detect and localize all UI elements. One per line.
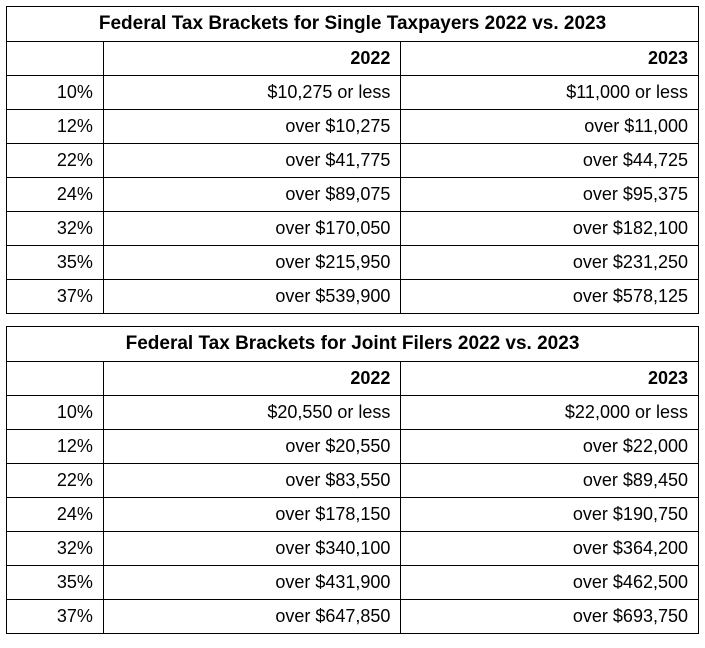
table-row: 22% over $41,775 over $44,725	[7, 144, 699, 178]
cell-rate: 37%	[7, 600, 104, 634]
cell-2022: $10,275 or less	[103, 76, 401, 110]
cell-2023: over $22,000	[401, 430, 699, 464]
cell-rate: 32%	[7, 532, 104, 566]
cell-2022: over $539,900	[103, 280, 401, 314]
cell-2023: over $190,750	[401, 498, 699, 532]
table-row: 37% over $539,900 over $578,125	[7, 280, 699, 314]
cell-2022: over $178,150	[103, 498, 401, 532]
cell-2023: $11,000 or less	[401, 76, 699, 110]
cell-2022: over $10,275	[103, 110, 401, 144]
table-row: 32% over $170,050 over $182,100	[7, 212, 699, 246]
cell-2023: over $364,200	[401, 532, 699, 566]
cell-2022: over $170,050	[103, 212, 401, 246]
table-title: Federal Tax Brackets for Joint Filers 20…	[7, 327, 699, 362]
cell-2022: $20,550 or less	[103, 396, 401, 430]
table-row: 12% over $20,550 over $22,000	[7, 430, 699, 464]
cell-2023: over $462,500	[401, 566, 699, 600]
cell-2023: over $182,100	[401, 212, 699, 246]
tax-bracket-table-single: Federal Tax Brackets for Single Taxpayer…	[6, 6, 699, 314]
tax-bracket-table-joint: Federal Tax Brackets for Joint Filers 20…	[6, 326, 699, 634]
table-title: Federal Tax Brackets for Single Taxpayer…	[7, 7, 699, 42]
header-2022: 2022	[103, 362, 401, 396]
header-rate	[7, 362, 104, 396]
cell-2023: $22,000 or less	[401, 396, 699, 430]
cell-rate: 35%	[7, 246, 104, 280]
cell-2022: over $431,900	[103, 566, 401, 600]
table-row: 35% over $431,900 over $462,500	[7, 566, 699, 600]
cell-rate: 22%	[7, 144, 104, 178]
header-2023: 2023	[401, 42, 699, 76]
table-title-row: Federal Tax Brackets for Joint Filers 20…	[7, 327, 699, 362]
cell-2022: over $647,850	[103, 600, 401, 634]
cell-rate: 22%	[7, 464, 104, 498]
cell-rate: 10%	[7, 76, 104, 110]
cell-2022: over $20,550	[103, 430, 401, 464]
table-title-row: Federal Tax Brackets for Single Taxpayer…	[7, 7, 699, 42]
cell-rate: 12%	[7, 430, 104, 464]
cell-rate: 24%	[7, 178, 104, 212]
cell-rate: 12%	[7, 110, 104, 144]
cell-2023: over $231,250	[401, 246, 699, 280]
table-row: 35% over $215,950 over $231,250	[7, 246, 699, 280]
cell-2023: over $693,750	[401, 600, 699, 634]
table-header-row: 2022 2023	[7, 42, 699, 76]
table-row: 24% over $89,075 over $95,375	[7, 178, 699, 212]
tables-container: Federal Tax Brackets for Single Taxpayer…	[6, 6, 699, 634]
table-row: 32% over $340,100 over $364,200	[7, 532, 699, 566]
table-header-row: 2022 2023	[7, 362, 699, 396]
table-row: 37% over $647,850 over $693,750	[7, 600, 699, 634]
header-2023: 2023	[401, 362, 699, 396]
cell-2023: over $578,125	[401, 280, 699, 314]
cell-rate: 24%	[7, 498, 104, 532]
cell-2022: over $83,550	[103, 464, 401, 498]
table-row: 22% over $83,550 over $89,450	[7, 464, 699, 498]
cell-rate: 37%	[7, 280, 104, 314]
cell-rate: 10%	[7, 396, 104, 430]
table-row: 10% $20,550 or less $22,000 or less	[7, 396, 699, 430]
table-row: 10% $10,275 or less $11,000 or less	[7, 76, 699, 110]
cell-2022: over $340,100	[103, 532, 401, 566]
table-row: 24% over $178,150 over $190,750	[7, 498, 699, 532]
cell-rate: 32%	[7, 212, 104, 246]
cell-2023: over $11,000	[401, 110, 699, 144]
cell-2022: over $41,775	[103, 144, 401, 178]
cell-2023: over $95,375	[401, 178, 699, 212]
table-row: 12% over $10,275 over $11,000	[7, 110, 699, 144]
cell-2023: over $89,450	[401, 464, 699, 498]
cell-rate: 35%	[7, 566, 104, 600]
cell-2023: over $44,725	[401, 144, 699, 178]
cell-2022: over $89,075	[103, 178, 401, 212]
cell-2022: over $215,950	[103, 246, 401, 280]
header-2022: 2022	[103, 42, 401, 76]
header-rate	[7, 42, 104, 76]
